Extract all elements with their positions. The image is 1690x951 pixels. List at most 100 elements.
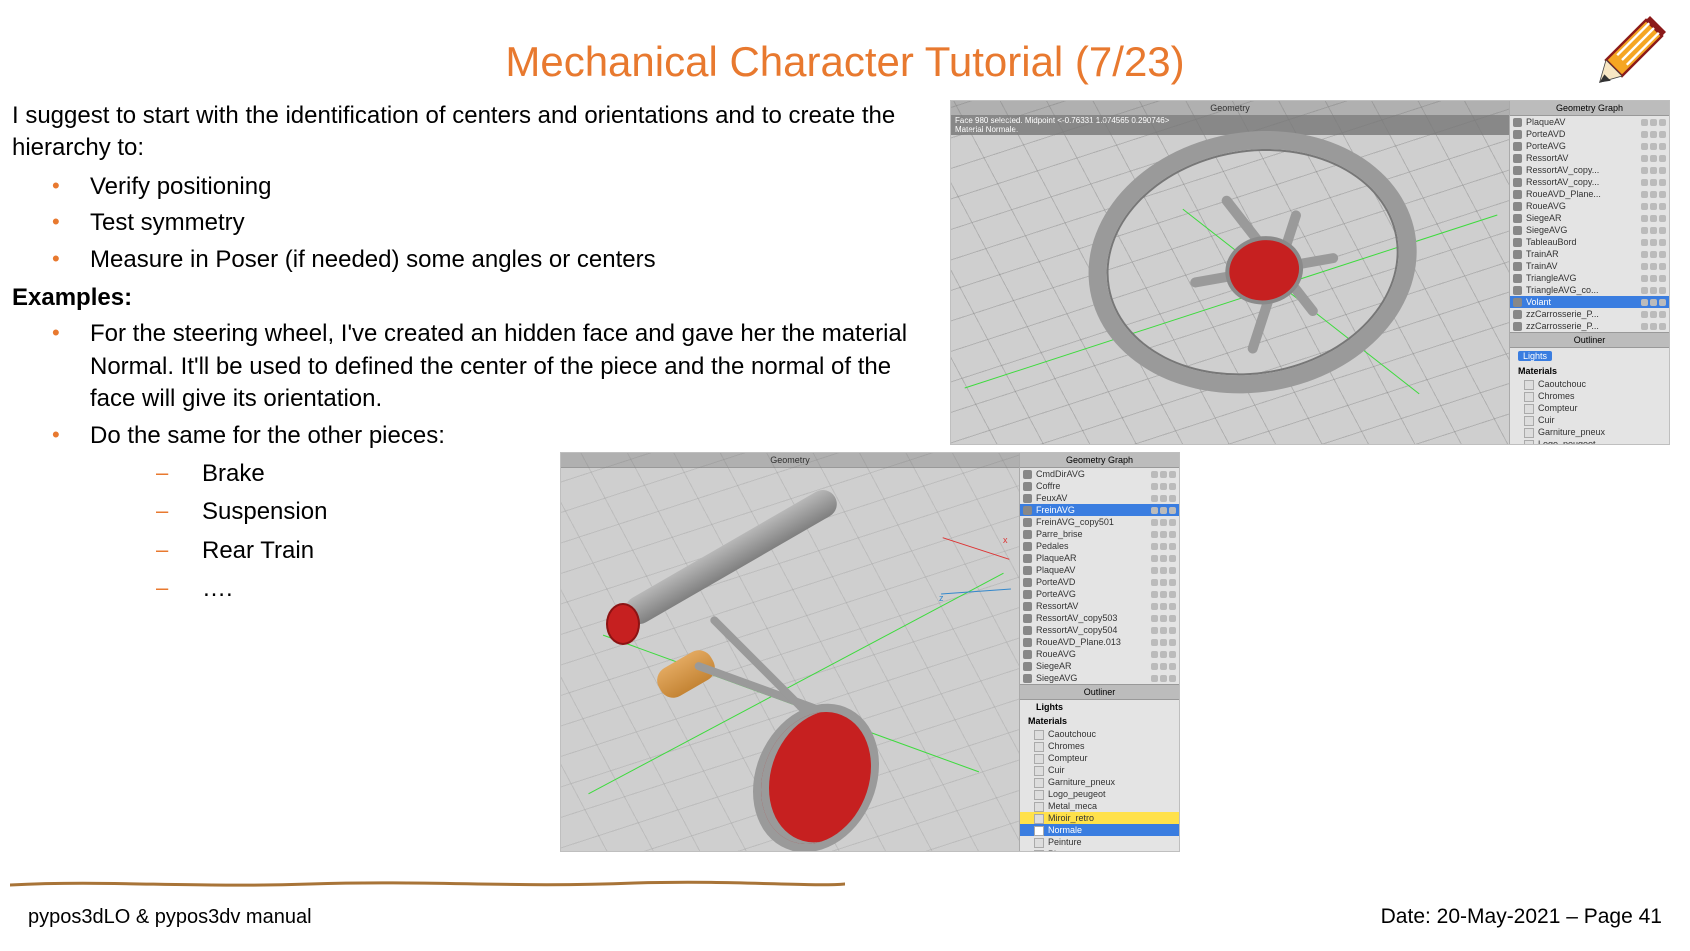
tree-item-label: zzCarrosserie_P... bbox=[1526, 309, 1599, 319]
tree-item-label: TrainAR bbox=[1526, 249, 1559, 259]
tree-item[interactable]: RessortAV bbox=[1020, 600, 1179, 612]
tree-item[interactable]: SiegeAR bbox=[1020, 660, 1179, 672]
outliner-header: Outliner bbox=[1020, 684, 1179, 700]
tree-item[interactable]: RessortAV_copy504 bbox=[1020, 624, 1179, 636]
tree-item-label: PorteAVD bbox=[1526, 129, 1565, 139]
material-item[interactable]: Logo_peugeot bbox=[1020, 788, 1179, 800]
tree-item-label: RessortAV_copy503 bbox=[1036, 613, 1117, 623]
material-item[interactable]: Logo_peugeot bbox=[1510, 438, 1669, 444]
tree-item[interactable]: PorteAVG bbox=[1510, 140, 1669, 152]
tree-item-label: RessortAV bbox=[1036, 601, 1078, 611]
material-item[interactable]: Compteur bbox=[1510, 402, 1669, 414]
tree-item[interactable]: RessortAV bbox=[1510, 152, 1669, 164]
tree-item-label: PorteAVG bbox=[1526, 141, 1566, 151]
tree-item[interactable]: PorteAVD bbox=[1020, 576, 1179, 588]
tree-item-label: PlaqueAV bbox=[1036, 565, 1075, 575]
tree-item[interactable]: TriangleAVG bbox=[1510, 272, 1669, 284]
tree-item[interactable]: zzCarrosserie_P... bbox=[1510, 320, 1669, 332]
tree-item[interactable]: TrainAR bbox=[1510, 248, 1669, 260]
tree-item[interactable]: TriangleAVG_co... bbox=[1510, 284, 1669, 296]
lights-label: Lights bbox=[1020, 700, 1179, 714]
tree-item-label: CmdDirAVG bbox=[1036, 469, 1085, 479]
tree-item[interactable]: FreinAVG_copy501 bbox=[1020, 516, 1179, 528]
tree-item-label: RoueAVD_Plane.013 bbox=[1036, 637, 1121, 647]
material-item[interactable]: Cuir bbox=[1510, 414, 1669, 426]
material-item[interactable]: Compteur bbox=[1020, 752, 1179, 764]
tree-item-label: FreinAVG bbox=[1036, 505, 1075, 515]
tree-item[interactable]: Pedales bbox=[1020, 540, 1179, 552]
tree-item-label: SiegeAVG bbox=[1036, 673, 1077, 683]
tree-item[interactable]: PlaqueAV bbox=[1510, 116, 1669, 128]
tree-item[interactable]: PlaqueAV bbox=[1020, 564, 1179, 576]
pencil-icon bbox=[1590, 12, 1670, 92]
material-item[interactable]: Plaques bbox=[1020, 848, 1179, 851]
tree-item[interactable]: RoueAVG bbox=[1020, 648, 1179, 660]
tree-item[interactable]: PorteAVD bbox=[1510, 128, 1669, 140]
tree-item-label: Volant bbox=[1526, 297, 1551, 307]
tree-item-label: SiegeAR bbox=[1526, 213, 1562, 223]
material-item[interactable]: Peinture bbox=[1020, 836, 1179, 848]
viewport-3d: Geometry Face 980 selected. Midpoint <-0… bbox=[951, 101, 1509, 444]
tree-item-label: Pedales bbox=[1036, 541, 1069, 551]
material-item[interactable]: Caoutchouc bbox=[1020, 728, 1179, 740]
tree-item-label: PorteAVG bbox=[1036, 589, 1076, 599]
tree-item-label: TriangleAVG bbox=[1526, 273, 1577, 283]
tree-item[interactable]: RoueAVD_Plane.013 bbox=[1020, 636, 1179, 648]
steering-wheel-model bbox=[1068, 104, 1455, 444]
example-item: For the steering wheel, I've created an … bbox=[42, 318, 912, 415]
material-item[interactable]: Miroir_retro bbox=[1020, 812, 1179, 824]
material-item[interactable]: Chromes bbox=[1510, 390, 1669, 402]
tree-item-label: PlaqueAV bbox=[1526, 117, 1565, 127]
tree-item[interactable]: SiegeAVG bbox=[1020, 672, 1179, 684]
tree-item-label: Parre_brise bbox=[1036, 529, 1083, 539]
outliner-header: Outliner bbox=[1510, 332, 1669, 348]
tree-item-label: FreinAVG_copy501 bbox=[1036, 517, 1114, 527]
tree-item[interactable]: zzCarrosserie_P... bbox=[1510, 308, 1669, 320]
material-item[interactable]: Normale bbox=[1020, 824, 1179, 836]
tree-item[interactable]: CmdDirAVG bbox=[1020, 468, 1179, 480]
bullet-list-1: Verify positioning Test symmetry Measure… bbox=[12, 171, 912, 276]
tree-item[interactable]: Coffre bbox=[1020, 480, 1179, 492]
tree-item-label: zzCarrosserie_P... bbox=[1526, 321, 1599, 331]
materials-heading: Materials bbox=[1020, 714, 1179, 728]
material-item[interactable]: Garniture_pneux bbox=[1020, 776, 1179, 788]
geometry-graph-pane: Geometry Graph CmdDirAVGCoffreFeuxAVFrei… bbox=[1019, 453, 1179, 851]
tree-item[interactable]: SiegeAR bbox=[1510, 212, 1669, 224]
tree-item[interactable]: Parre_brise bbox=[1020, 528, 1179, 540]
tree-item-label: PorteAVD bbox=[1036, 577, 1075, 587]
tree-item[interactable]: RoueAVD_Plane... bbox=[1510, 188, 1669, 200]
material-item[interactable]: Chromes bbox=[1020, 740, 1179, 752]
tree-item-label: TableauBord bbox=[1526, 237, 1577, 247]
tree-item-label: RessortAV_copy... bbox=[1526, 165, 1599, 175]
tree-item[interactable]: RessortAV_copy... bbox=[1510, 176, 1669, 188]
bullet-item: Verify positioning bbox=[42, 171, 912, 203]
screenshot-brake: Geometry x z Geometry Graph CmdDirAVGCof… bbox=[560, 452, 1180, 852]
screenshot-steering-wheel: Geometry Face 980 selected. Midpoint <-0… bbox=[950, 100, 1670, 445]
tree-item[interactable]: RessortAV_copy... bbox=[1510, 164, 1669, 176]
bullet-item: Test symmetry bbox=[42, 207, 912, 239]
material-item[interactable]: Caoutchouc bbox=[1510, 378, 1669, 390]
material-item[interactable]: Cuir bbox=[1020, 764, 1179, 776]
tree-item[interactable]: FreinAVG bbox=[1020, 504, 1179, 516]
tree-item[interactable]: TableauBord bbox=[1510, 236, 1669, 248]
tree-item-label: PlaqueAR bbox=[1036, 553, 1077, 563]
tree-item[interactable]: RoueAVG bbox=[1510, 200, 1669, 212]
lights-label[interactable]: Lights bbox=[1518, 351, 1552, 361]
tree-item[interactable]: Volant bbox=[1510, 296, 1669, 308]
geometry-graph-pane: Geometry Graph PlaqueAVPorteAVDPorteAVGR… bbox=[1509, 101, 1669, 444]
tree-item-label: RoueAVG bbox=[1036, 649, 1076, 659]
tree-item[interactable]: PlaqueAR bbox=[1020, 552, 1179, 564]
tree-item[interactable]: TrainAV bbox=[1510, 260, 1669, 272]
material-item[interactable]: Metal_meca bbox=[1020, 800, 1179, 812]
viewport-3d: Geometry x z bbox=[561, 453, 1019, 851]
tree-item-label: RoueAVG bbox=[1526, 201, 1566, 211]
bullet-item: Measure in Poser (if needed) some angles… bbox=[42, 244, 912, 276]
tree-item-label: SiegeAR bbox=[1036, 661, 1072, 671]
tree-item[interactable]: RessortAV_copy503 bbox=[1020, 612, 1179, 624]
tree-item[interactable]: PorteAVG bbox=[1020, 588, 1179, 600]
material-item[interactable]: Garniture_pneux bbox=[1510, 426, 1669, 438]
tree-item[interactable]: SiegeAVG bbox=[1510, 224, 1669, 236]
tree-item-label: TriangleAVG_co... bbox=[1526, 285, 1599, 295]
footer-right: Date: 20-May-2021 – Page 41 bbox=[1381, 905, 1662, 929]
tree-item[interactable]: FeuxAV bbox=[1020, 492, 1179, 504]
